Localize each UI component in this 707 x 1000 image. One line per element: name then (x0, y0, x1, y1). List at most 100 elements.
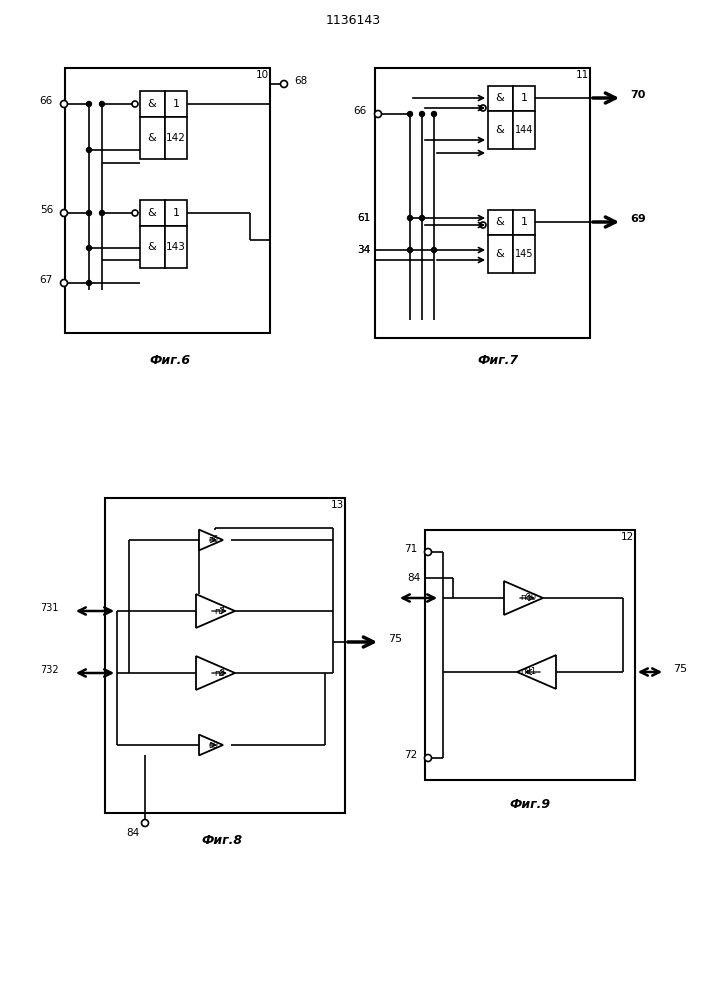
FancyBboxPatch shape (165, 200, 187, 226)
FancyBboxPatch shape (105, 498, 345, 813)
Text: 11: 11 (575, 70, 589, 80)
Text: 71: 71 (404, 544, 417, 554)
Text: &: & (148, 99, 156, 109)
FancyBboxPatch shape (140, 200, 165, 226)
Text: 66: 66 (40, 96, 53, 106)
Polygon shape (517, 655, 556, 689)
Polygon shape (199, 735, 223, 755)
Polygon shape (504, 581, 543, 615)
Circle shape (375, 110, 382, 117)
Text: 1: 1 (520, 93, 527, 103)
Polygon shape (196, 656, 235, 690)
Text: &: & (148, 242, 156, 252)
FancyBboxPatch shape (165, 117, 187, 159)
Text: 84: 84 (127, 828, 139, 838)
Text: 1: 1 (173, 208, 180, 218)
Text: &: & (148, 133, 156, 143)
Circle shape (480, 105, 486, 111)
Text: 144: 144 (515, 125, 533, 135)
Text: 75: 75 (673, 664, 687, 674)
FancyBboxPatch shape (375, 68, 590, 338)
Text: 142: 142 (166, 133, 186, 143)
Text: п9: п9 (208, 740, 218, 750)
Circle shape (407, 247, 412, 252)
Text: &: & (148, 208, 156, 218)
Text: 1136143: 1136143 (325, 13, 380, 26)
FancyBboxPatch shape (488, 86, 513, 111)
Polygon shape (196, 594, 235, 628)
Circle shape (61, 210, 67, 217)
FancyBboxPatch shape (140, 226, 165, 268)
Text: 69: 69 (630, 214, 645, 224)
Text: 84: 84 (407, 573, 420, 583)
FancyBboxPatch shape (165, 226, 187, 268)
Circle shape (86, 211, 91, 216)
Text: 70: 70 (630, 90, 645, 100)
Text: Фиг.9: Фиг.9 (510, 798, 551, 812)
Circle shape (86, 245, 91, 250)
Circle shape (100, 211, 105, 216)
Text: 143: 143 (166, 242, 186, 252)
Text: 13: 13 (330, 500, 344, 510)
FancyBboxPatch shape (140, 117, 165, 159)
Circle shape (424, 548, 431, 556)
FancyBboxPatch shape (425, 530, 635, 780)
Circle shape (132, 101, 138, 107)
Text: 10: 10 (255, 70, 269, 80)
Circle shape (86, 102, 91, 106)
Circle shape (419, 111, 424, 116)
FancyBboxPatch shape (513, 210, 535, 235)
Text: 75: 75 (388, 634, 402, 644)
Circle shape (431, 247, 436, 252)
Text: 34: 34 (357, 245, 370, 255)
Text: 12: 12 (620, 532, 633, 542)
Circle shape (61, 279, 67, 286)
Text: 72: 72 (404, 750, 417, 760)
Text: 731: 731 (40, 603, 59, 613)
FancyBboxPatch shape (488, 235, 513, 273)
FancyBboxPatch shape (513, 86, 535, 111)
Circle shape (100, 102, 105, 106)
Circle shape (132, 210, 138, 216)
Text: п80: п80 (520, 593, 536, 602)
Circle shape (61, 101, 67, 107)
Text: п8: п8 (214, 668, 226, 678)
Text: 56: 56 (40, 205, 53, 215)
Text: Фиг.7: Фиг.7 (477, 354, 518, 366)
Text: 1: 1 (173, 99, 180, 109)
Text: &: & (496, 249, 504, 259)
Text: 61: 61 (357, 213, 370, 223)
Text: 66: 66 (354, 106, 367, 116)
Polygon shape (199, 530, 223, 550)
Circle shape (419, 216, 424, 221)
FancyBboxPatch shape (165, 91, 187, 117)
Text: Фиг.8: Фиг.8 (201, 834, 243, 846)
Circle shape (431, 111, 436, 116)
Circle shape (407, 111, 412, 116)
Text: 34: 34 (357, 245, 370, 255)
Text: Фиг.6: Фиг.6 (149, 354, 191, 366)
Text: п7: п7 (214, 606, 226, 615)
Text: 732: 732 (40, 665, 59, 675)
FancyBboxPatch shape (488, 111, 513, 149)
Text: 1: 1 (520, 217, 527, 227)
FancyBboxPatch shape (488, 210, 513, 235)
Text: 145: 145 (515, 249, 533, 259)
Text: &: & (496, 217, 504, 227)
Circle shape (281, 81, 288, 88)
Circle shape (86, 147, 91, 152)
FancyBboxPatch shape (140, 91, 165, 117)
Text: 68: 68 (294, 76, 308, 86)
Text: п6: п6 (208, 536, 218, 544)
Circle shape (407, 216, 412, 221)
Text: 67: 67 (40, 275, 53, 285)
Circle shape (141, 820, 148, 826)
Circle shape (480, 222, 486, 228)
Circle shape (424, 754, 431, 762)
Text: 61: 61 (357, 213, 370, 223)
Text: &: & (496, 125, 504, 135)
Text: п81: п81 (520, 668, 536, 676)
FancyBboxPatch shape (65, 68, 270, 333)
Text: &: & (496, 93, 504, 103)
FancyBboxPatch shape (513, 111, 535, 149)
